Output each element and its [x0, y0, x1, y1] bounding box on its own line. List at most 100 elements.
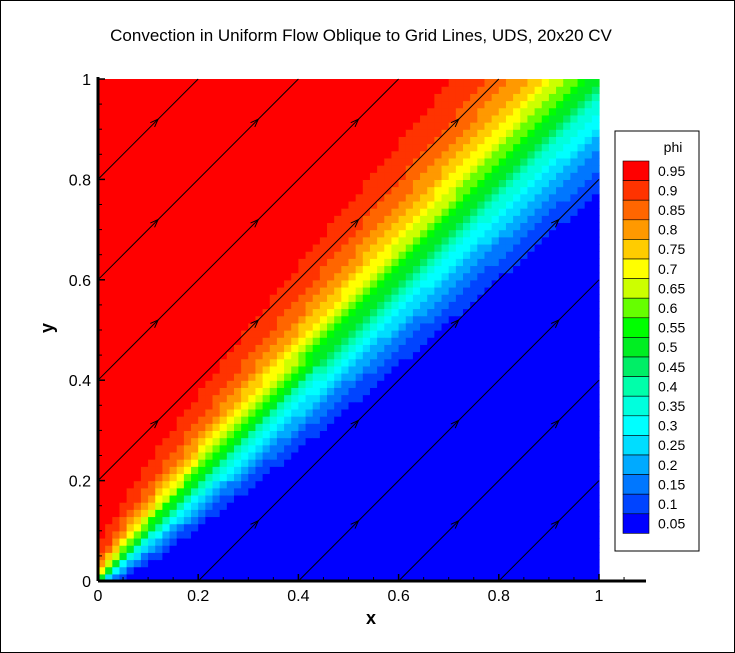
contour-cell [305, 552, 314, 561]
contour-cell [520, 272, 529, 281]
contour-cell [591, 473, 600, 482]
contour-cell [291, 523, 299, 532]
contour-cell [355, 265, 364, 274]
contour-cell [148, 494, 156, 503]
contour-cell [205, 545, 214, 553]
contour-cell [384, 351, 393, 360]
contour-cell [427, 509, 435, 518]
contour-cell [119, 416, 128, 424]
contour-cell [434, 358, 443, 367]
contour-cell [391, 186, 400, 195]
contour-cell [534, 552, 543, 561]
contour-cell [248, 358, 257, 367]
contour-cell [498, 523, 507, 532]
contour-cell [577, 129, 586, 137]
contour-cell [298, 86, 307, 94]
contour-cell [162, 157, 171, 166]
contour-cell [463, 358, 471, 367]
contour-cell [269, 279, 278, 288]
contour-cell [498, 279, 507, 288]
contour-cell [212, 451, 221, 460]
streamline-arrow [350, 118, 360, 128]
contour-cell [591, 530, 600, 539]
contour-cell [434, 416, 443, 424]
contour-cell [369, 143, 378, 152]
contour-cell [183, 330, 192, 338]
contour-cell [441, 236, 450, 245]
contour-cell [183, 79, 192, 87]
contour-cell [470, 351, 478, 360]
contour-cell [105, 179, 113, 188]
contour-cell [262, 330, 271, 338]
contour-cell [212, 566, 221, 575]
contour-cell [491, 408, 500, 417]
contour-cell [219, 365, 228, 374]
streamline-arrow [250, 519, 260, 529]
contour-cell [327, 179, 335, 188]
contour-cell [570, 437, 579, 446]
contour-cell [119, 358, 128, 367]
contour-cell [455, 494, 464, 503]
contour-cell [398, 286, 407, 295]
contour-cell [377, 308, 385, 317]
contour-cell [391, 423, 400, 431]
contour-cell [391, 523, 400, 532]
contour-cell [226, 100, 235, 109]
contour-cell [262, 186, 271, 195]
contour-cell [491, 530, 500, 539]
contour-cell [319, 509, 328, 518]
contour-cell [384, 437, 393, 446]
contour-cell [212, 365, 221, 374]
contour-cell [391, 509, 400, 518]
contour-cell [305, 143, 314, 152]
contour-cell [498, 401, 507, 410]
contour-cell [341, 136, 350, 145]
contour-cell [298, 358, 307, 367]
contour-cell [319, 172, 328, 180]
contour-cell [291, 423, 299, 431]
contour-cell [226, 229, 235, 238]
contour-cell [355, 380, 364, 388]
contour-cell [484, 100, 493, 109]
contour-cell [162, 330, 171, 338]
contour-cell [119, 380, 128, 388]
contour-cell [291, 172, 299, 180]
contour-cell [191, 430, 199, 439]
contour-cell [255, 545, 264, 553]
contour-cell [198, 387, 206, 396]
contour-cell [112, 516, 121, 525]
contour-cell [98, 494, 106, 503]
contour-cell [112, 494, 121, 503]
contour-cell [441, 566, 450, 575]
contour-cell [341, 537, 350, 546]
contour-cell [369, 380, 378, 388]
contour-cell [563, 459, 571, 467]
contour-cell [412, 286, 421, 295]
contour-cell [391, 451, 400, 460]
contour-cell [298, 365, 307, 374]
contour-cell [269, 222, 278, 231]
contour-cell [112, 408, 121, 417]
contour-cell [434, 494, 443, 503]
contour-cell [563, 107, 571, 116]
contour-cell [169, 322, 178, 331]
contour-cell [262, 523, 271, 532]
contour-cell [427, 258, 435, 267]
contour-cell [377, 265, 385, 274]
contour-cell [534, 208, 543, 216]
contour-cell [463, 157, 471, 166]
contour-cell [112, 373, 121, 381]
contour-cell [198, 444, 206, 453]
contour-cell [534, 150, 543, 159]
contour-cell [312, 351, 321, 360]
contour-cell [556, 258, 564, 267]
contour-cell [155, 294, 164, 302]
contour-cell [498, 186, 507, 195]
contour-cell [348, 559, 357, 568]
contour-cell [327, 380, 335, 388]
contour-cell [398, 157, 407, 166]
contour-cell [191, 480, 199, 489]
contour-cell [169, 430, 178, 439]
contour-cell [319, 265, 328, 274]
contour-cell [556, 272, 564, 281]
